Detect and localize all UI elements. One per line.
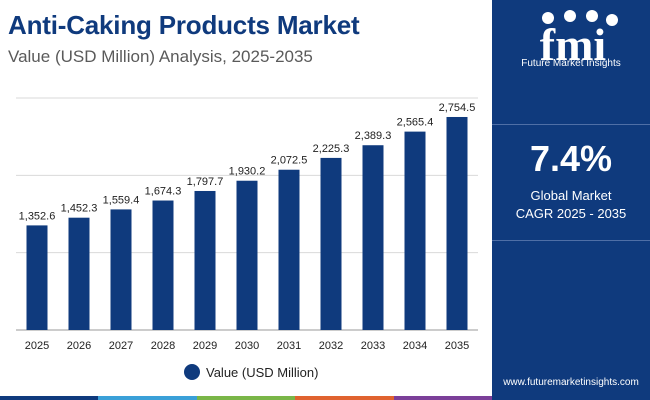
bar-2025 xyxy=(26,225,48,330)
x-tick-label-2033: 2033 xyxy=(361,340,385,352)
data-label-2035: 2,754.5 xyxy=(439,102,476,114)
x-tick-label-2032: 2032 xyxy=(319,340,343,352)
cagr-label-line1: Global Market xyxy=(530,188,612,203)
side-panel: fmi Future Market Insights 7.4% Global M… xyxy=(492,0,650,400)
data-label-2026: 1,452.3 xyxy=(61,203,98,215)
x-tick-label-2026: 2026 xyxy=(67,340,91,352)
bar-2034 xyxy=(404,131,426,330)
x-tick-label-2027: 2027 xyxy=(109,340,133,352)
data-label-2027: 1,559.4 xyxy=(103,194,140,206)
bottom-bar-segment-0 xyxy=(0,396,99,400)
x-tick-label-2029: 2029 xyxy=(193,340,217,352)
data-label-2029: 1,797.7 xyxy=(187,176,224,188)
bar-2035 xyxy=(446,116,468,330)
x-tick-label-2031: 2031 xyxy=(277,340,301,352)
logo-text: fmi xyxy=(540,19,607,66)
logo-icon-3 xyxy=(586,10,598,22)
bar-2030 xyxy=(236,180,258,330)
data-label-2034: 2,565.4 xyxy=(397,117,434,129)
bar-2026 xyxy=(68,217,90,330)
x-tick-label-2034: 2034 xyxy=(403,340,427,352)
bar-2027 xyxy=(110,209,132,330)
data-label-2028: 1,674.3 xyxy=(145,186,182,198)
bar-2033 xyxy=(362,145,384,330)
bottom-color-bar xyxy=(0,396,493,400)
data-label-2030: 1,930.2 xyxy=(229,166,266,178)
panel-divider-top xyxy=(492,124,650,125)
panel-divider-bottom xyxy=(492,240,650,241)
data-label-2031: 2,072.5 xyxy=(271,155,308,167)
bar-2028 xyxy=(152,200,174,330)
logo-icon-1 xyxy=(542,12,554,24)
legend-marker xyxy=(184,364,200,380)
bottom-bar-segment-4 xyxy=(393,396,493,400)
chart-legend: Value (USD Million) xyxy=(184,364,318,380)
x-tick-label-2025: 2025 xyxy=(25,340,49,352)
website-link[interactable]: www.futuremarketinsights.com xyxy=(503,377,639,388)
bar-2031 xyxy=(278,169,300,330)
bottom-bar-segment-1 xyxy=(98,396,197,400)
logo-icon-2 xyxy=(564,10,576,22)
bottom-bar-segment-2 xyxy=(196,396,296,400)
legend-label: Value (USD Million) xyxy=(206,364,319,380)
cagr-label-line2: CAGR 2025 - 2035 xyxy=(515,206,627,221)
logo-icon-4 xyxy=(606,14,618,26)
x-tick-label-2028: 2028 xyxy=(151,340,175,352)
data-label-2025: 1,352.6 xyxy=(19,210,56,222)
data-label-2033: 2,389.3 xyxy=(355,130,392,142)
logo-subtitle: Future Market Insights xyxy=(521,58,621,69)
x-tick-label-2035: 2035 xyxy=(445,340,469,352)
fmi-logo: fmi xyxy=(540,10,618,66)
x-tick-label-2030: 2030 xyxy=(235,340,259,352)
page-title: Anti-Caking Products Market xyxy=(8,10,360,40)
bar-chart: 1,352.6 1,452.3 1,559.4 1,674.3 1,797.7 1,930… xyxy=(16,97,478,352)
page-subtitle: Value (USD Million) Analysis, 2025-2035 xyxy=(8,47,313,66)
bar-2032 xyxy=(320,157,342,330)
data-label-2032: 2,225.3 xyxy=(313,143,350,155)
cagr-value: 7.4% xyxy=(529,138,613,179)
bar-2029 xyxy=(194,190,216,330)
bottom-bar-segment-3 xyxy=(295,396,394,400)
